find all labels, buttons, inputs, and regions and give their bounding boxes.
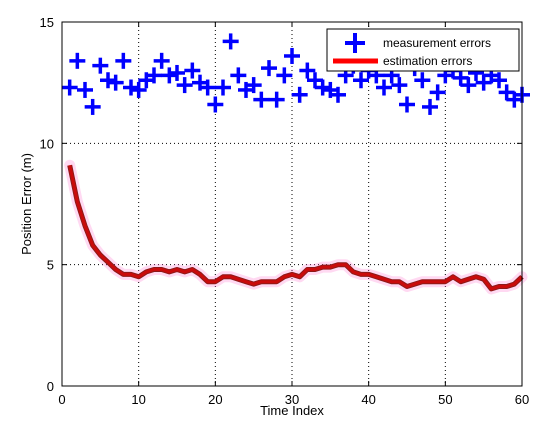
x-tick-label: 20 xyxy=(208,392,222,407)
measurement-point xyxy=(330,86,346,103)
measurement-point xyxy=(222,33,239,50)
measurement-point xyxy=(284,47,300,64)
axis-tick-labels: 0 10 20 30 40 50 60 0 5 10 15 xyxy=(40,15,530,407)
measurement-point xyxy=(429,84,446,101)
measurement-point xyxy=(69,52,86,69)
measurement-point xyxy=(100,72,116,89)
measurement-point xyxy=(176,77,193,94)
measurement-point xyxy=(452,69,469,86)
measurement-point xyxy=(84,98,101,115)
x-tick-label: 0 xyxy=(58,392,65,407)
legend-label-measurement: measurement errors xyxy=(383,36,491,50)
legend-marker-measurement xyxy=(345,33,365,53)
measurement-point xyxy=(261,60,277,77)
y-tick-label: 5 xyxy=(47,258,54,273)
measurement-point xyxy=(491,72,507,89)
y-tick-label: 10 xyxy=(40,136,54,151)
legend-label-estimation: estimation errors xyxy=(383,54,472,68)
measurement-point xyxy=(153,52,170,69)
measurement-point xyxy=(130,81,147,98)
y-tick-label: 0 xyxy=(47,379,54,394)
measurement-point xyxy=(399,96,415,113)
measurement-point xyxy=(184,62,201,79)
measurement-point xyxy=(314,79,331,96)
measurement-point xyxy=(460,77,477,94)
measurement-point xyxy=(92,57,109,74)
legend-box xyxy=(326,28,520,72)
measurement-point xyxy=(169,64,185,81)
y-axis-label: Position Error (m) xyxy=(19,153,34,255)
measurement-point xyxy=(307,72,323,89)
measurement-point xyxy=(207,96,224,113)
measurement-point xyxy=(268,91,285,108)
x-tick-label: 60 xyxy=(515,392,529,407)
legend: measurement errors estimation errors xyxy=(326,28,520,72)
y-tick-label: 15 xyxy=(40,15,54,30)
measurement-point xyxy=(161,67,178,84)
measurement-point xyxy=(230,67,247,84)
measurement-point xyxy=(199,79,216,96)
x-tick-label: 10 xyxy=(131,392,145,407)
measurement-point xyxy=(475,74,492,91)
estimation-errors-line xyxy=(68,164,524,291)
measurement-point xyxy=(107,74,124,91)
axis-ticks xyxy=(61,21,523,387)
measurement-point xyxy=(77,81,93,98)
measurement-point xyxy=(253,91,270,108)
measurement-point xyxy=(291,86,308,103)
measurement-point xyxy=(376,79,392,96)
x-tick-label: 50 xyxy=(438,392,452,407)
measurement-point xyxy=(391,77,408,94)
measurement-point xyxy=(215,79,231,96)
measurement-point xyxy=(299,62,316,79)
x-axis-label: Time Index xyxy=(260,403,324,418)
x-tick-label: 30 xyxy=(285,392,299,407)
measurement-point xyxy=(115,52,132,69)
estimation-series xyxy=(67,164,524,292)
measurement-point xyxy=(61,79,78,96)
measurement-point xyxy=(245,77,262,94)
measurement-point xyxy=(146,67,162,84)
measurement-point xyxy=(353,72,369,89)
measurement-point xyxy=(414,72,431,89)
measurement-point xyxy=(422,98,438,115)
measurement-point xyxy=(123,79,139,96)
x-tick-label: 40 xyxy=(361,392,375,407)
measurement-point xyxy=(276,67,293,84)
measurement-point xyxy=(498,84,515,101)
